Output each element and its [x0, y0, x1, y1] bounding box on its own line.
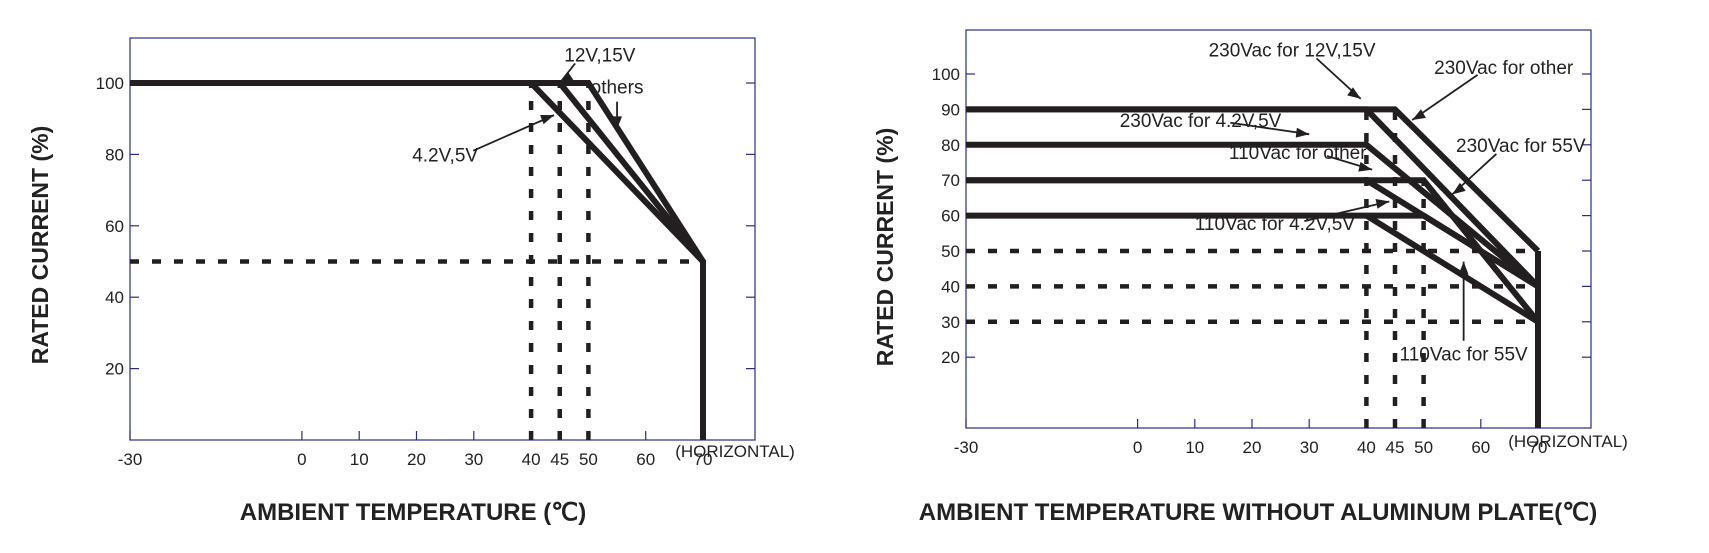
annotation-arrow-head — [1358, 161, 1373, 172]
x-tick-label: 10 — [350, 450, 369, 469]
annotation-arrow-head — [1375, 199, 1390, 209]
annotation-arrow-head — [612, 116, 622, 130]
annotation-label-230vac-for-other: 230Vac for other — [1434, 58, 1574, 79]
x-tick-label: -30 — [954, 438, 979, 457]
x-tick-label: 60 — [636, 450, 655, 469]
annotation-arrow-head — [1347, 87, 1361, 99]
y-tick-label: 40 — [105, 288, 124, 307]
x-axis-title: AMBIENT TEMPERATURE WITHOUT ALUMINUM PLA… — [919, 499, 1597, 526]
y-tick-label: 70 — [941, 171, 960, 190]
series-line-110vac-for-4-2v-5v — [966, 212, 1540, 289]
annotation-label-110vac-for-55v: 110Vac for 55V — [1400, 345, 1528, 366]
series-line-230vac-for-12v-15v — [966, 106, 1541, 289]
y-tick-label: 80 — [105, 145, 124, 164]
series-line-others — [130, 80, 706, 440]
y-tick-label: 20 — [941, 348, 960, 367]
x-axis-title: AMBIENT TEMPERATURE (℃) — [240, 499, 587, 526]
series-line-230vac-for-4-2v-5v — [966, 141, 1540, 289]
plot-frame — [965, 29, 1592, 429]
x-tick-label: 30 — [1300, 438, 1319, 457]
annotation-label-4-2v-5v: 4.2V,5V — [412, 146, 478, 167]
annotation-arrow-head — [1412, 109, 1426, 120]
annotation-label-230vac-for-12v-15v: 230Vac for 12V,15V — [1209, 40, 1376, 61]
annotation-arrow-head — [540, 115, 554, 125]
x-tick-label: 70 — [694, 450, 713, 469]
y-tick-label: 100 — [932, 65, 960, 84]
annotation-arrow-line — [1411, 74, 1479, 121]
series-line-230vac-for-other — [966, 106, 1541, 254]
annotation-label-110vac-for-4-2v-5v: 110Vac for 4.2V,5V — [1195, 214, 1356, 235]
x-tick-label: 20 — [407, 450, 426, 469]
y-tick-label: 50 — [941, 242, 960, 261]
x-tick-label: 60 — [1471, 438, 1490, 457]
y-tick-label: 60 — [105, 217, 124, 236]
annotation-label-230vac-for-55v: 230Vac for 55V — [1456, 136, 1586, 157]
annotation-arrow-line — [1304, 200, 1390, 222]
x-tick-label: 50 — [1414, 438, 1433, 457]
x-tick-label: 10 — [1185, 438, 1204, 457]
y-tick-label: 30 — [941, 313, 960, 332]
y-tick-label: 40 — [941, 277, 960, 296]
y-axis-title: RATED CURRENT (%) — [872, 128, 898, 367]
y-tick-label: 20 — [105, 360, 124, 379]
annotation-label-230vac-for-4-2v-5v: 230Vac for 4.2V,5V — [1120, 111, 1282, 132]
annotation-arrow-line — [1230, 121, 1310, 136]
annotation-arrow-line — [472, 114, 555, 152]
y-tick-label: 80 — [941, 136, 960, 155]
annotation-arrow-head — [559, 71, 574, 83]
annotation-label-110vac-for-other: 110Vac for other — [1229, 143, 1367, 164]
x-unit-label: (HORIZONTAL) — [675, 442, 795, 461]
y-tick-label: 60 — [941, 207, 960, 226]
annotation-label-12v-15v: 12V,15V — [564, 46, 635, 67]
x-unit-label: (HORIZONTAL) — [1508, 432, 1628, 451]
chart-without-aluminum-plate: 20 30 40 50 60 70 80 90 100 -30 0 10 20 30 40 45 50 60 70 2… — [872, 29, 1628, 526]
x-tick-label: 40 — [1357, 438, 1376, 457]
y-tick-label: 100 — [96, 74, 124, 93]
x-tick-label: 20 — [1243, 438, 1262, 457]
y-axis-title: RATED CURRENT (%) — [27, 126, 53, 365]
annotation-arrow-head — [1452, 182, 1466, 195]
annotation-arrow-head — [1458, 261, 1469, 275]
annotation-label-others: others — [591, 78, 644, 99]
y-tick-label: 90 — [941, 100, 960, 119]
plot-frame — [129, 37, 756, 441]
x-tick-label: 45 — [550, 450, 569, 469]
x-tick-label: 0 — [1133, 438, 1142, 457]
series-line-110vac-for-55v — [1364, 213, 1540, 325]
annotation-arrow-head — [1295, 127, 1310, 138]
x-tick-label: -30 — [118, 450, 143, 469]
x-tick-label: 50 — [579, 450, 598, 469]
x-tick-label: 45 — [1386, 438, 1405, 457]
x-tick-label: 0 — [297, 450, 306, 469]
x-tick-label: 70 — [1529, 438, 1548, 457]
x-tick-label: 40 — [522, 450, 541, 469]
x-tick-label: 30 — [464, 450, 483, 469]
chart-with-aluminum-plate: 20 40 60 80 100 -30 0 10 20 30 40 45 50 60 70 12V,15V ot… — [27, 37, 795, 526]
